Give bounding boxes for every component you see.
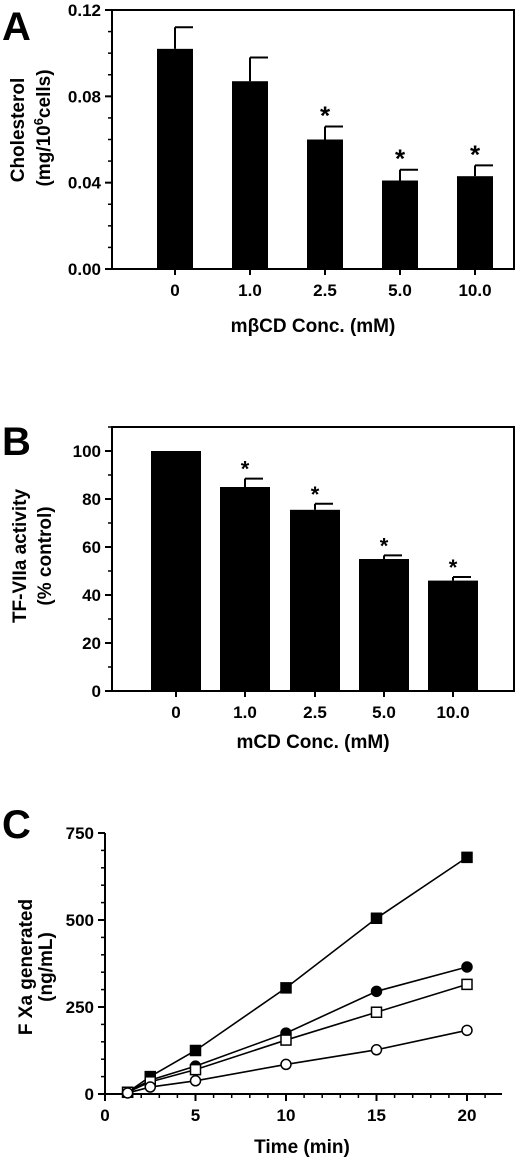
panel-c-series-line-3 — [127, 1029, 468, 1094]
panel-b-significance-2: * — [311, 482, 320, 507]
panel-a-x-tick-label-1: 1.0 — [238, 281, 262, 300]
panel-a-y-axis-label-line1: Cholesterol — [8, 78, 29, 183]
panel-a-y-tick-label-3: 0.12 — [68, 1, 101, 20]
panel-a-bar-0 — [157, 48, 193, 269]
panel-b-x-tick-label-0: 0 — [171, 703, 180, 722]
panel-a-y-axis-label-sup: 6 — [31, 118, 46, 125]
panel-a-x-ticks: 0 1.0 2.5 5.0 10.0 — [170, 269, 492, 300]
panel-a-x-tick-label-2: 2.5 — [313, 281, 337, 300]
panel-b-letter: B — [2, 420, 31, 464]
panel-c-series-3-point-5 — [461, 1024, 473, 1037]
panel-a-y-axis-label-line2-end: cells) — [34, 69, 55, 118]
panel-c-y-ticks: 0 250 500 750 — [66, 824, 105, 1104]
panel-b-significance-4: * — [449, 555, 458, 580]
panel-a-x-tick-label-3: 5.0 — [388, 281, 412, 300]
panel-c-y-tick-label-0: 0 — [85, 1085, 94, 1104]
panel-b-x-tick-label-1: 1.0 — [233, 703, 257, 722]
panel-b-y-tick-label-3: 60 — [82, 538, 101, 557]
panel-b-x-tick-label-3: 5.0 — [372, 703, 396, 722]
panel-c-x-tick-label-0: 0 — [100, 1106, 109, 1125]
panel-c-x-tick-label-3: 15 — [367, 1106, 386, 1125]
panel-c-series-2-point-3 — [280, 1034, 292, 1046]
panel-c-series-3-point-2 — [189, 1075, 202, 1087]
panel-c-y-tick-label-2: 500 — [66, 911, 94, 930]
panel-c-series-1-point-4 — [370, 985, 383, 998]
panel-c-x-tick-label-1: 5 — [191, 1106, 200, 1125]
panel-b-x-tick-label-2: 2.5 — [303, 703, 327, 722]
panel-c-series-2-point-4 — [370, 1006, 383, 1018]
panel-c-series-line-2 — [127, 983, 468, 1093]
panel-c-series-0-point-3 — [280, 982, 292, 994]
panel-c-y-tick-label-3: 750 — [66, 824, 94, 843]
panel-c-x-axis-label: Time (min) — [254, 1137, 350, 1158]
panel-a-x-tick-label-4: 10.0 — [458, 281, 491, 300]
panel-c-series-2-point-5 — [461, 978, 473, 991]
panel-a-x-axis-label: mβCD Conc. (mM) — [231, 316, 396, 337]
panel-c-series-line-0 — [127, 856, 468, 1093]
panel-b-bars: * * * * — [151, 451, 478, 691]
panel-c-y-tick-label-1: 250 — [66, 998, 94, 1017]
panel-a-y-tick-label-1: 0.04 — [68, 174, 102, 193]
panel-b-x-axis-label: mCD Conc. (mM) — [236, 732, 389, 753]
panel-a-x-tick-label-0: 0 — [170, 281, 179, 300]
panel-b-y-tick-label-0: 0 — [92, 682, 101, 701]
panel-c-x-tick-label-4: 20 — [458, 1106, 477, 1125]
panel-a-significance-3: * — [395, 144, 406, 174]
panel-b-significance-1: * — [241, 457, 250, 482]
panel-a-letter: A — [2, 5, 31, 49]
panel-b-y-axis-label-line1: TF-VIIa activity — [10, 489, 31, 624]
panel-c-x-tick-label-2: 10 — [277, 1106, 296, 1125]
panel-a-bar-1 — [232, 81, 268, 269]
panel-a-bar-2 — [307, 139, 343, 269]
panel-c-letter: C — [2, 803, 31, 847]
panel-b-bar-1 — [220, 487, 270, 691]
panel-a: A * * * 0.00 0.04 0.08 0.12 0 1.0 2.5 5.0 10.0 mβ… — [2, 1, 515, 337]
panel-b-x-tick-label-4: 10.0 — [436, 703, 469, 722]
panel-c-series-0-point-4 — [370, 912, 383, 925]
panel-a-bars: * * * — [157, 26, 493, 269]
panel-c-series-3-point-3 — [280, 1058, 292, 1071]
panel-b-y-tick-label-2: 40 — [82, 586, 101, 605]
panel-a-y-tick-label-0: 0.00 — [68, 260, 101, 279]
panel-c-series-3-point-0 — [121, 1087, 134, 1099]
panel-c-series-3-point-4 — [370, 1044, 383, 1056]
panel-b-bar-0 — [151, 451, 201, 691]
panel-b-y-tick-label-1: 20 — [82, 634, 101, 653]
panel-b: B * * * * 0 20 40 60 80 100 0 1.0 2.5 5.0 10.0 mCD C… — [2, 420, 515, 753]
panel-b-bar-3 — [359, 559, 409, 691]
panel-c-series-3-point-1 — [144, 1081, 156, 1093]
panel-c-series-0-point-2 — [189, 1044, 202, 1057]
panel-b-bar-2 — [290, 509, 340, 691]
panel-c: C 0 5 10 15 20 0 250 500 750 Time (min) F Xa ge… — [2, 803, 502, 1158]
panel-c-series-0-point-5 — [461, 851, 473, 864]
panel-b-bar-4 — [428, 580, 478, 691]
panel-a-y-axis-label-line2-start: (mg/10 — [34, 125, 55, 186]
panel-c-y-axis-label-line2: (ng/mL) — [36, 932, 57, 1002]
panel-c-y-axis-label-line1: F Xa generated — [16, 899, 37, 1035]
panel-b-x-ticks: 0 1.0 2.5 5.0 10.0 — [171, 691, 470, 722]
panel-a-bar-3 — [382, 180, 418, 269]
panel-a-significance-4: * — [470, 139, 481, 169]
panel-a-y-ticks: 0.00 0.04 0.08 0.12 — [68, 1, 112, 279]
panel-a-y-axis-label-line2: (mg/106cells) — [31, 69, 55, 186]
panel-b-significance-3: * — [380, 533, 389, 558]
panel-a-y-tick-label-2: 0.08 — [68, 87, 101, 106]
panel-c-series-2-point-2 — [189, 1063, 202, 1076]
panel-b-y-ticks: 0 20 40 60 80 100 — [73, 426, 112, 701]
panel-c-series — [121, 851, 473, 1099]
panel-a-significance-2: * — [320, 101, 331, 131]
panel-a-bar-4 — [457, 176, 493, 269]
panel-c-series-1-point-5 — [461, 961, 473, 973]
panel-b-y-tick-label-4: 80 — [82, 490, 101, 509]
panel-c-x-ticks: 0 5 10 15 20 — [100, 1094, 486, 1125]
panel-b-y-tick-label-5: 100 — [73, 442, 101, 461]
panel-b-y-axis-label-line2: (% control) — [35, 506, 56, 605]
